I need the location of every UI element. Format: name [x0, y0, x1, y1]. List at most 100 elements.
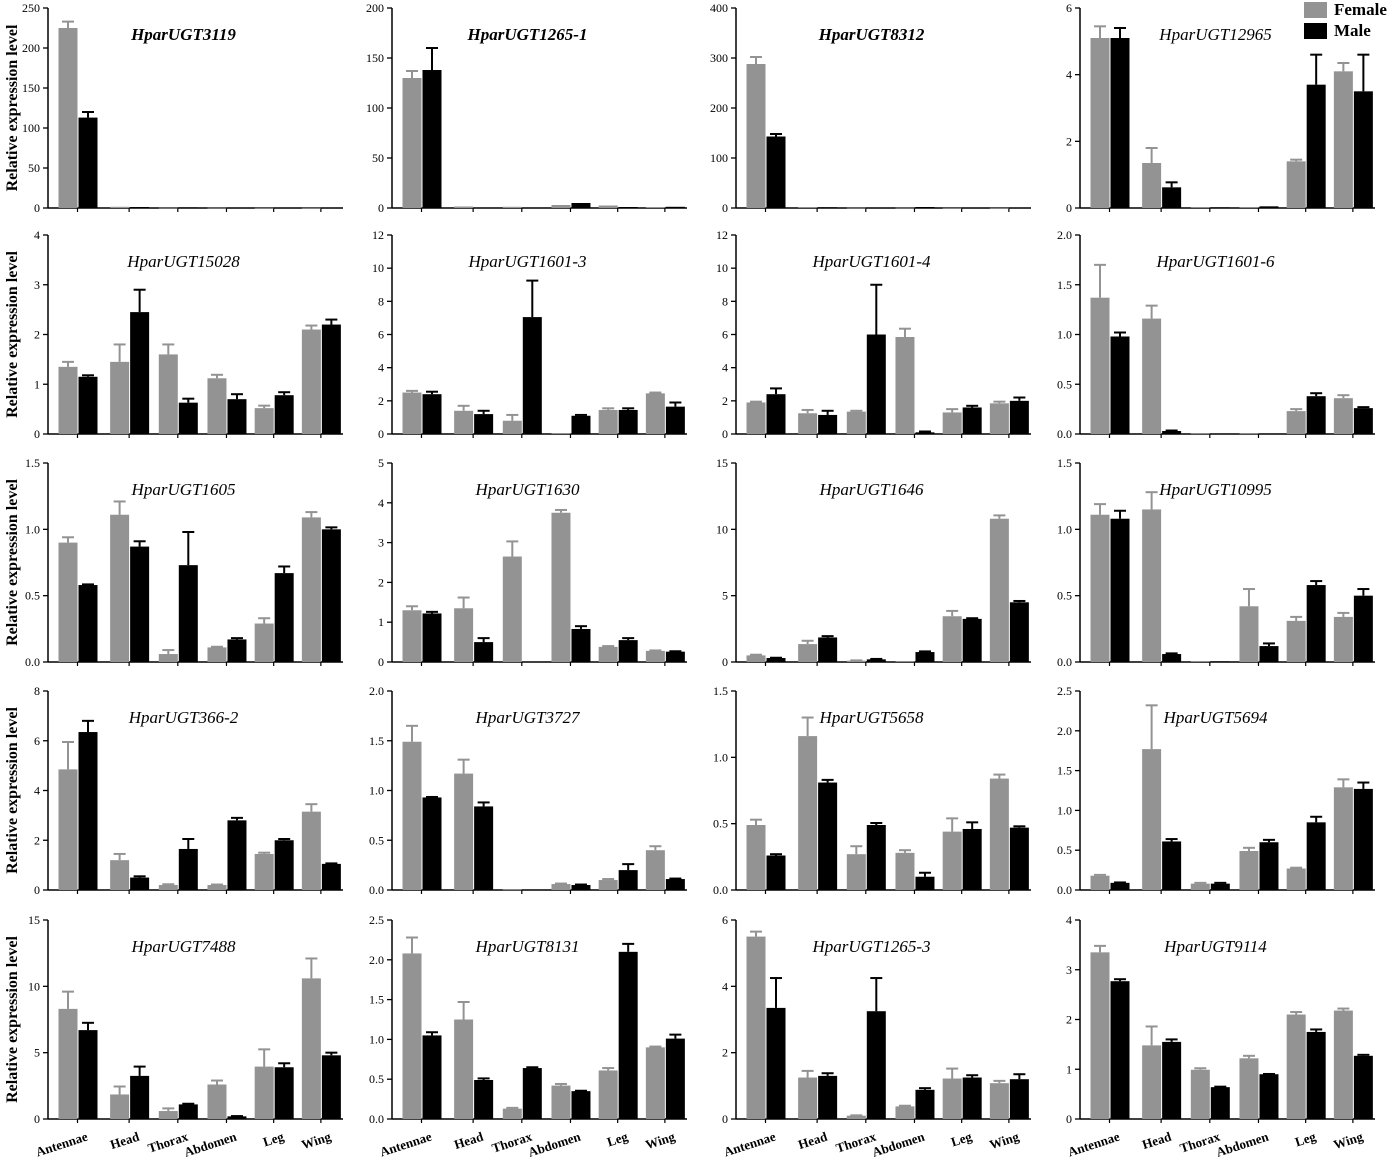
bar-male-head — [1162, 1041, 1182, 1119]
y-tick-label: 2.5 — [1057, 684, 1072, 698]
bar-female-antennae — [402, 78, 422, 208]
y-tick-label: 50 — [372, 151, 384, 165]
chart-panel-4: 0 2 4 6 HparUGT12965 — [1066, 1, 1375, 215]
bar-male-head — [474, 1079, 494, 1119]
chart-panel-16: 0.0 0.5 1.0 1.5 2.0 2.5 HparUGT5694 — [1057, 684, 1375, 897]
chart-title: HparUGT1605 — [131, 480, 236, 499]
y-tick-label: 300 — [710, 51, 728, 65]
bar-male-abdomen — [571, 203, 591, 208]
bar-male-abdomen — [1259, 1074, 1279, 1119]
y-tick-label: 5 — [34, 1046, 40, 1060]
y-tick-label: 1 — [378, 615, 384, 629]
bar-male-head — [818, 414, 838, 434]
bar-male-abdomen — [1259, 206, 1279, 208]
y-tick-label: 0 — [722, 427, 728, 441]
bar-male-thorax — [522, 207, 542, 209]
bar-male-thorax — [178, 848, 198, 890]
bar-female-abdomen — [207, 207, 227, 209]
y-tick-label: 8 — [378, 294, 384, 308]
bar-male-antennae — [766, 1007, 786, 1119]
bar-female-head — [798, 644, 818, 662]
chart-panel-9: 0.0 0.5 1.0 1.5 HparUGT1605 — [25, 456, 343, 669]
y-tick-label: 0.0 — [369, 883, 384, 897]
bar-female-abdomen — [1239, 207, 1259, 208]
bar-male-abdomen — [1259, 842, 1279, 890]
bar-male-abdomen — [571, 1091, 591, 1119]
x-category-label: Head — [1140, 1128, 1174, 1152]
bar-female-wing — [1333, 71, 1353, 208]
y-tick-label: 4 — [722, 979, 728, 993]
bar-female-head — [110, 361, 130, 434]
y-tick-label: 3 — [378, 536, 384, 550]
x-category-label: Leg — [261, 1129, 286, 1150]
bar-male-leg — [1306, 822, 1326, 890]
bar-male-head — [1162, 654, 1182, 662]
chart-title: HparUGT5658 — [819, 708, 924, 727]
bar-female-abdomen — [895, 1106, 915, 1119]
bar-female-head — [1142, 1045, 1162, 1119]
bar-male-abdomen — [571, 628, 591, 662]
bar-female-head — [1142, 318, 1162, 434]
x-category-label: Head — [452, 1128, 486, 1152]
x-category-label: Leg — [605, 1129, 630, 1150]
chart-panel-8: 0.0 0.5 1.0 1.5 2.0 HparUGT1601-6 — [1057, 228, 1375, 441]
bar-female-wing — [301, 207, 321, 209]
bar-female-leg — [942, 616, 962, 662]
bar-female-thorax — [502, 556, 522, 662]
y-tick-label: 2 — [34, 328, 40, 342]
bar-male-wing — [321, 529, 341, 662]
bar-male-thorax — [866, 824, 886, 890]
bar-male-wing — [1353, 408, 1373, 434]
y-tick-label: 0.0 — [1057, 427, 1072, 441]
y-tick-label: 0 — [1066, 201, 1072, 215]
bar-male-abdomen — [227, 399, 247, 434]
bar-male-leg — [618, 207, 638, 208]
bar-female-abdomen — [895, 661, 915, 662]
bar-female-leg — [1286, 620, 1306, 662]
chart-panel-10: 0 1 2 3 4 5 HparUGT1630 — [378, 456, 687, 669]
bar-male-thorax — [522, 1068, 542, 1119]
bar-female-wing — [645, 850, 665, 890]
bar-female-wing — [989, 778, 1009, 890]
bar-female-leg — [598, 1070, 618, 1119]
y-axis-title-row-2: Relative expression level — [4, 251, 21, 418]
bar-female-head — [1142, 509, 1162, 662]
bar-male-wing — [665, 651, 685, 662]
chart-panel-11: 0 5 10 15 HparUGT1646 — [716, 456, 1031, 669]
bar-female-antennae — [58, 769, 78, 890]
bar-female-antennae — [1090, 952, 1110, 1119]
bar-male-abdomen — [1259, 646, 1279, 662]
bar-female-head — [1142, 749, 1162, 890]
bar-male-antennae — [1110, 518, 1130, 662]
bar-female-antennae — [58, 1008, 78, 1119]
x-category-label: Head — [796, 1128, 830, 1152]
bar-male-thorax — [866, 1011, 886, 1119]
y-tick-label: 100 — [366, 101, 384, 115]
legend-male-label: Male — [1334, 21, 1371, 40]
x-category-label: Antennae — [378, 1129, 434, 1160]
y-tick-label: 1.5 — [25, 456, 40, 470]
bar-female-head — [454, 206, 474, 208]
x-category-label: Wing — [1331, 1129, 1365, 1153]
bar-male-leg — [1306, 585, 1326, 662]
bar-male-thorax — [522, 317, 542, 434]
bar-female-antennae — [1090, 297, 1110, 434]
x-category-label: Abdomen — [870, 1128, 927, 1159]
bar-female-thorax — [502, 889, 522, 891]
bar-male-leg — [274, 395, 294, 434]
chart-title: HparUGT8312 — [818, 25, 925, 44]
y-tick-label: 2 — [1066, 1013, 1072, 1027]
chart-panel-1: 0 50 100 150 200 250 HparUGT3119 — [22, 1, 343, 215]
y-tick-label: 50 — [28, 161, 40, 175]
y-axis-title-row-5: Relative expression level — [4, 936, 21, 1103]
y-tick-label: 1.0 — [369, 1032, 384, 1046]
legend-female-swatch — [1304, 2, 1327, 18]
bar-female-head — [110, 206, 130, 208]
bar-male-head — [474, 806, 494, 890]
y-tick-label: 0 — [722, 655, 728, 669]
y-tick-label: 1.0 — [713, 750, 728, 764]
bar-male-leg — [962, 407, 982, 434]
bar-male-antennae — [422, 70, 442, 208]
